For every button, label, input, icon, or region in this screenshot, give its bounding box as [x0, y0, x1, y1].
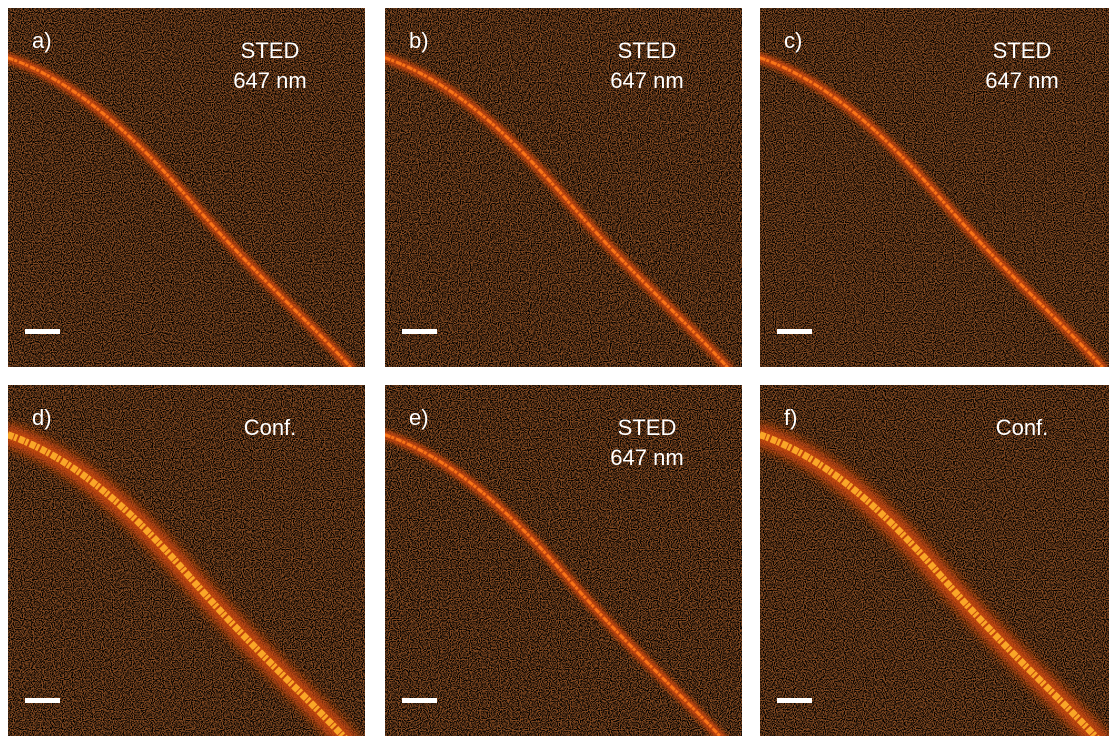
mode-label: Conf. [996, 415, 1049, 440]
mode-label: STED [618, 415, 677, 440]
panel-label: f) [784, 405, 797, 430]
scale-bar [777, 698, 812, 703]
image-panel: c) STED 647 nm [760, 8, 1109, 367]
microscopy-image: f) Conf. [760, 385, 1109, 736]
scale-bar [25, 329, 60, 334]
scale-bar [402, 698, 437, 703]
mode-label: Conf. [244, 415, 297, 440]
mode-label: STED [993, 38, 1052, 63]
scale-bar [25, 698, 60, 703]
figure: a) STED 647 nm b) STED 647 nm c) STED 647 nm d) Co… [0, 0, 1109, 736]
image-panel: b) STED 647 nm [385, 8, 742, 367]
scale-bar [777, 329, 812, 334]
mode-label: 647 nm [610, 68, 683, 93]
mode-label: STED [618, 38, 677, 63]
mode-label: STED [241, 38, 300, 63]
microscopy-image: a) STED 647 nm [8, 8, 365, 367]
mode-label: 647 nm [233, 68, 306, 93]
panel-label: c) [784, 28, 802, 53]
panel-label: e) [409, 405, 429, 430]
scale-bar [402, 329, 437, 334]
panel-label: d) [32, 405, 52, 430]
microscopy-image: b) STED 647 nm [385, 8, 742, 367]
mode-label: 647 nm [610, 445, 683, 470]
image-panel: e) STED 647 nm [385, 385, 742, 736]
image-panel: d) Conf. [8, 385, 365, 736]
image-panel: a) STED 647 nm [8, 8, 365, 367]
mode-label: 647 nm [985, 68, 1058, 93]
panel-label: b) [409, 28, 429, 53]
microscopy-image: c) STED 647 nm [760, 8, 1109, 367]
microscopy-image: e) STED 647 nm [385, 385, 742, 736]
microscopy-image: d) Conf. [8, 385, 365, 736]
image-panel: f) Conf. [760, 385, 1109, 736]
panel-label: a) [32, 28, 52, 53]
